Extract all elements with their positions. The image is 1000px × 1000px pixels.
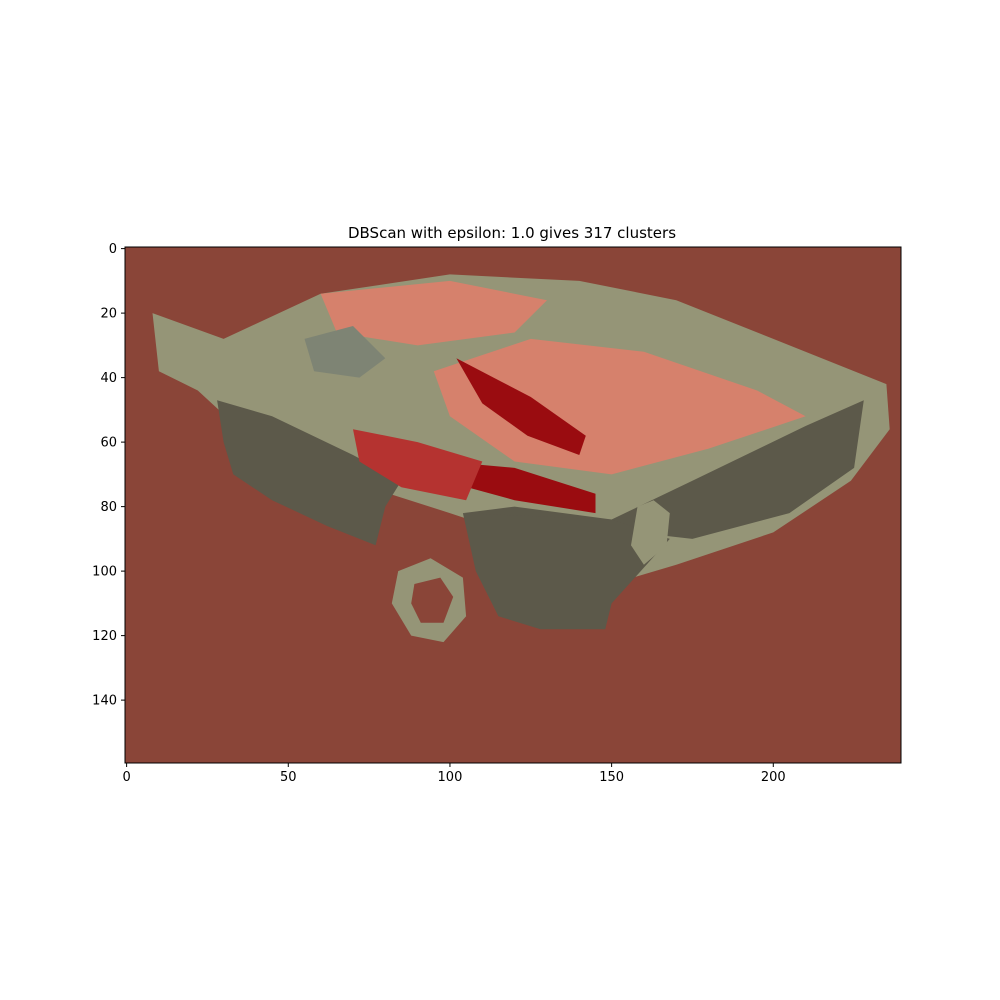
- cluster-region-front-fascia: [462, 513, 670, 630]
- x-tick-label: 50: [280, 770, 297, 785]
- y-tick-label: 60: [100, 436, 117, 451]
- y-tick-label: 20: [100, 307, 117, 322]
- y-axis: 0 20 40 60 80 100 120 140: [92, 242, 125, 709]
- x-axis: 0 50 100 150 200: [122, 763, 786, 785]
- y-tick-label: 40: [100, 371, 117, 386]
- x-tick-label: 100: [438, 770, 463, 785]
- x-tick-label: 0: [122, 770, 130, 785]
- cluster-region-gray-band: [304, 326, 386, 378]
- cluster-region-wheel-hub: [411, 577, 454, 623]
- plot-frame: [124, 246, 902, 764]
- cluster-region-red-patch: [353, 429, 483, 501]
- cluster-region-red-streak-2: [443, 461, 596, 514]
- x-tick-label: 150: [599, 770, 624, 785]
- y-tick-label: 0: [109, 242, 117, 257]
- cluster-region-windshield-area: [433, 338, 806, 475]
- chart-title: DBScan with epsilon: 1.0 gives 317 clust…: [348, 224, 676, 242]
- heatmap-plot-area: [125, 247, 901, 763]
- cluster-region-hood-reflection: [320, 280, 547, 346]
- cluster-regions: [152, 274, 890, 643]
- y-tick-label: 80: [100, 500, 117, 515]
- y-tick-label: 120: [92, 629, 117, 644]
- cluster-region-red-streak-1: [456, 358, 586, 455]
- cluster-region-front-bumper: [462, 400, 864, 539]
- cluster-region-headlight: [631, 500, 670, 565]
- y-tick-label: 140: [92, 694, 117, 709]
- y-tick-label: 100: [92, 565, 117, 580]
- cluster-region-left-side-panel: [217, 400, 402, 546]
- x-tick-label: 200: [761, 770, 786, 785]
